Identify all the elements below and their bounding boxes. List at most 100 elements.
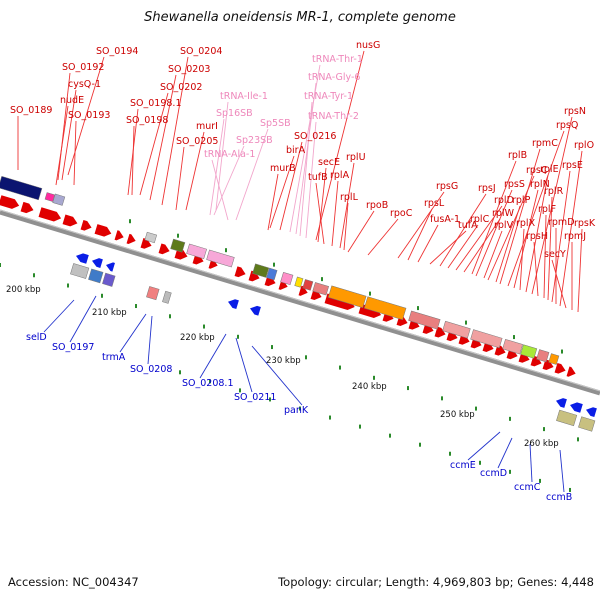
forward-gene[interactable]	[0, 195, 21, 210]
gene-label[interactable]: rplL	[340, 192, 359, 203]
feature-block[interactable]	[408, 310, 441, 330]
forward-gene[interactable]	[554, 362, 567, 375]
gene-label[interactable]: SO_0198.1	[130, 98, 182, 109]
forward-gene[interactable]	[38, 207, 63, 223]
feature-block[interactable]	[294, 276, 304, 288]
forward-gene[interactable]	[298, 285, 310, 298]
gene-label[interactable]: SO_0193	[68, 110, 110, 121]
feature-block[interactable]	[327, 285, 367, 309]
gene-label[interactable]: tRNA-Thr-2	[308, 111, 359, 122]
reverse-gene[interactable]	[105, 261, 115, 272]
gene-label[interactable]: secY	[544, 249, 566, 260]
gene-label[interactable]: rplC	[470, 214, 490, 225]
gene-label[interactable]: murI	[196, 121, 218, 132]
reverse-gene[interactable]	[585, 405, 597, 417]
forward-gene[interactable]	[518, 352, 531, 364]
gene-label[interactable]: fusA-1	[430, 214, 460, 225]
gene-label[interactable]: rplP	[512, 195, 531, 206]
forward-gene[interactable]	[542, 359, 555, 371]
forward-gene[interactable]	[310, 289, 323, 301]
gene-label[interactable]: SO_0198	[126, 115, 168, 126]
forward-gene[interactable]	[434, 326, 447, 339]
forward-gene[interactable]	[94, 224, 113, 238]
feature-block[interactable]	[548, 353, 560, 365]
feature-block[interactable]	[170, 238, 186, 253]
gene-label[interactable]: rpoC	[390, 208, 413, 219]
gene-label[interactable]: rplO	[574, 140, 594, 151]
gene-label[interactable]: SO_0205	[176, 136, 218, 147]
gene-label[interactable]: rplW	[492, 208, 515, 219]
forward-gene[interactable]	[192, 253, 205, 266]
feature-block[interactable]	[280, 271, 294, 286]
forward-gene[interactable]	[20, 201, 35, 215]
forward-gene[interactable]	[140, 238, 153, 250]
forward-gene[interactable]	[458, 333, 471, 346]
gene-label[interactable]: rpsG	[436, 181, 458, 192]
gene-label[interactable]: SO_0204	[180, 46, 222, 57]
feature-block[interactable]	[302, 279, 314, 291]
gene-label[interactable]: rpsH	[526, 231, 548, 242]
forward-gene[interactable]	[248, 270, 261, 283]
feature-block[interactable]	[363, 296, 407, 321]
forward-gene[interactable]	[358, 303, 383, 320]
gene-label[interactable]: tufB	[308, 172, 328, 183]
gene-label[interactable]: SO_0202	[160, 82, 202, 93]
forward-gene[interactable]	[482, 341, 495, 353]
feature-block[interactable]	[162, 290, 172, 304]
feature-block[interactable]	[312, 282, 330, 296]
gene-label[interactable]: rpsQ	[556, 120, 578, 131]
gene-label[interactable]: rpsS	[504, 179, 525, 190]
gene-label[interactable]: rpoB	[366, 200, 388, 211]
gene-label[interactable]: SO_0197	[52, 342, 94, 353]
feature-block[interactable]	[0, 175, 43, 201]
gene-label[interactable]: rpmC	[532, 138, 558, 149]
gene-label[interactable]: SO_0189	[10, 105, 52, 116]
gene-label[interactable]: rplE	[540, 164, 559, 175]
gene-label[interactable]: tRNA-Tyr-1	[304, 91, 353, 102]
gene-label[interactable]: tRNA-Thr-1	[312, 54, 363, 65]
feature-block[interactable]	[206, 249, 235, 268]
forward-gene[interactable]	[126, 233, 138, 246]
feature-block[interactable]	[144, 231, 158, 244]
gene-label[interactable]: rpmD	[548, 217, 575, 228]
gene-label[interactable]: Sp5SB	[260, 118, 291, 129]
forward-gene[interactable]	[446, 330, 459, 342]
gene-label[interactable]: rpsL	[424, 198, 445, 209]
gene-label[interactable]: trmA	[102, 352, 126, 363]
forward-gene[interactable]	[494, 344, 507, 357]
reverse-gene[interactable]	[569, 401, 583, 413]
forward-gene[interactable]	[174, 248, 189, 261]
gene-label[interactable]: ccmC	[514, 482, 541, 493]
gene-label[interactable]: rplV	[494, 220, 514, 231]
gene-label[interactable]: tRNA-Gly-6	[308, 72, 360, 83]
forward-gene[interactable]	[114, 230, 126, 242]
feature-block[interactable]	[252, 263, 270, 278]
gene-label[interactable]: tRNA-Ile-1	[220, 91, 268, 102]
feature-block[interactable]	[146, 286, 160, 301]
forward-gene[interactable]	[234, 266, 247, 278]
gene-label[interactable]: birA	[286, 145, 306, 156]
feature-block[interactable]	[442, 320, 471, 339]
gene-label[interactable]: ccmB	[546, 492, 572, 503]
feature-block[interactable]	[52, 193, 66, 206]
forward-gene[interactable]	[80, 219, 93, 232]
feature-block[interactable]	[536, 349, 550, 363]
feature-block[interactable]	[578, 416, 596, 432]
feature-block[interactable]	[88, 268, 104, 284]
gene-label[interactable]: rplF	[538, 204, 556, 215]
forward-gene[interactable]	[566, 366, 578, 379]
gene-label[interactable]: SO_0216	[294, 131, 336, 142]
gene-label[interactable]: rpsN	[564, 106, 586, 117]
gene-label[interactable]: SO_0194	[96, 46, 138, 57]
gene-label[interactable]: rpsK	[574, 218, 596, 229]
gene-label[interactable]: secE	[318, 157, 340, 168]
forward-gene[interactable]	[208, 258, 220, 271]
gene-label[interactable]: rplD	[494, 195, 514, 206]
gene-label[interactable]: Sp23SB	[236, 135, 273, 146]
forward-gene[interactable]	[158, 243, 171, 255]
gene-label[interactable]: nusG	[356, 40, 380, 51]
feature-block[interactable]	[470, 329, 503, 349]
gene-label[interactable]: rplU	[346, 152, 366, 163]
gene-label[interactable]: SO_0192	[62, 62, 104, 73]
